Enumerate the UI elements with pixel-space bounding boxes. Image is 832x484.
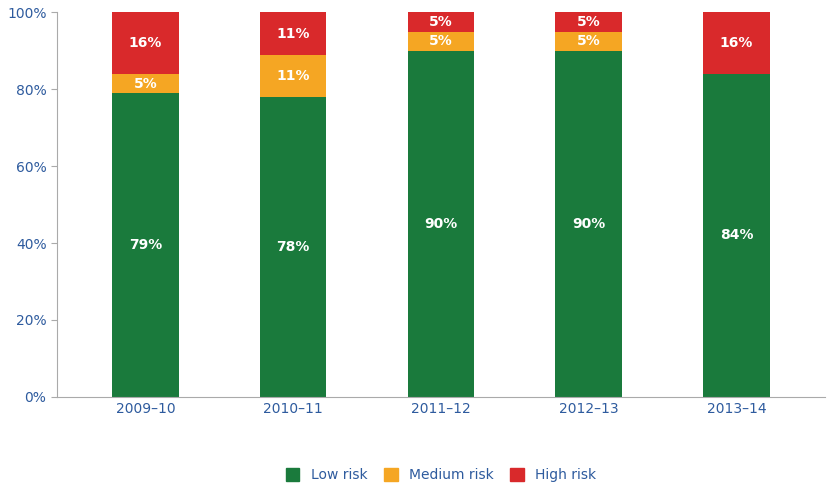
Bar xyxy=(112,13,179,74)
Bar xyxy=(556,13,622,31)
Bar xyxy=(260,55,326,97)
Bar xyxy=(556,51,622,397)
Bar xyxy=(703,13,770,74)
Text: 16%: 16% xyxy=(720,36,753,50)
Bar xyxy=(112,93,179,397)
Bar xyxy=(260,97,326,397)
Text: 79%: 79% xyxy=(129,238,162,252)
Text: 5%: 5% xyxy=(429,15,453,29)
Text: 5%: 5% xyxy=(134,76,157,91)
Text: 11%: 11% xyxy=(276,27,310,41)
Bar xyxy=(703,74,770,397)
Text: 5%: 5% xyxy=(429,34,453,48)
Bar xyxy=(112,74,179,93)
Text: 90%: 90% xyxy=(424,217,458,231)
Bar xyxy=(260,13,326,55)
Text: 78%: 78% xyxy=(276,240,310,254)
Bar xyxy=(408,51,474,397)
Legend: Low risk, Medium risk, High risk: Low risk, Medium risk, High risk xyxy=(279,461,603,484)
Text: 11%: 11% xyxy=(276,69,310,83)
Text: 16%: 16% xyxy=(129,36,162,50)
Bar xyxy=(408,13,474,31)
Text: 5%: 5% xyxy=(577,15,601,29)
Bar xyxy=(408,31,474,51)
Text: 5%: 5% xyxy=(577,34,601,48)
Text: 84%: 84% xyxy=(720,228,753,242)
Bar xyxy=(556,31,622,51)
Text: 90%: 90% xyxy=(572,217,606,231)
